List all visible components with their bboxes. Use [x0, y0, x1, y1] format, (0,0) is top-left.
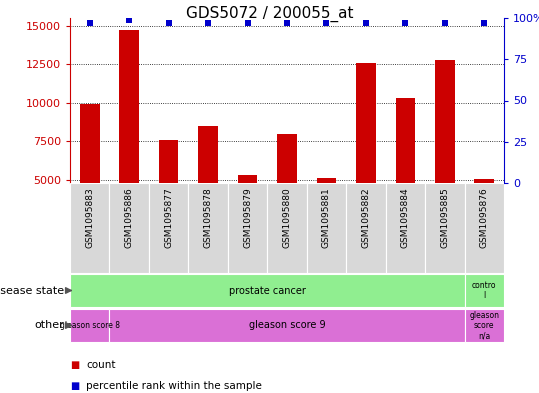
FancyBboxPatch shape [228, 183, 267, 273]
Text: GSM1095880: GSM1095880 [282, 187, 292, 248]
Text: gleason score 9: gleason score 9 [248, 321, 326, 331]
FancyBboxPatch shape [465, 183, 504, 273]
Text: ■: ■ [70, 381, 79, 391]
FancyBboxPatch shape [267, 183, 307, 273]
Text: count: count [86, 360, 116, 369]
Text: ■: ■ [70, 360, 79, 369]
FancyBboxPatch shape [109, 183, 149, 273]
Bar [435, 60, 455, 257]
Bar [396, 98, 415, 257]
FancyBboxPatch shape [109, 309, 465, 342]
FancyBboxPatch shape [188, 183, 228, 273]
Text: other: other [35, 321, 65, 331]
Text: disease state: disease state [0, 285, 65, 296]
FancyBboxPatch shape [346, 183, 385, 273]
FancyBboxPatch shape [385, 183, 425, 273]
Point [322, 20, 331, 26]
FancyBboxPatch shape [149, 183, 188, 273]
Bar [198, 126, 218, 257]
Point [401, 20, 410, 26]
FancyBboxPatch shape [70, 309, 109, 342]
Text: gleason score 8: gleason score 8 [60, 321, 120, 330]
Bar [238, 175, 258, 257]
Text: GSM1095879: GSM1095879 [243, 187, 252, 248]
Text: contro
l: contro l [472, 281, 496, 300]
Text: GSM1095883: GSM1095883 [85, 187, 94, 248]
Point [204, 20, 212, 26]
Bar [356, 63, 376, 257]
Text: GSM1095886: GSM1095886 [125, 187, 134, 248]
Text: percentile rank within the sample: percentile rank within the sample [86, 381, 262, 391]
Text: prostate cancer: prostate cancer [229, 285, 306, 296]
Text: GSM1095878: GSM1095878 [204, 187, 212, 248]
Point [164, 20, 173, 26]
Point [480, 20, 488, 26]
Point [440, 20, 449, 26]
FancyBboxPatch shape [70, 183, 109, 273]
FancyBboxPatch shape [465, 274, 504, 307]
Bar [80, 105, 100, 257]
Text: GSM1095881: GSM1095881 [322, 187, 331, 248]
Text: GSM1095884: GSM1095884 [401, 187, 410, 248]
Point [85, 20, 94, 26]
Text: gleason
score
n/a: gleason score n/a [469, 310, 499, 340]
Bar [474, 179, 494, 257]
Point [362, 20, 370, 26]
Text: GSM1095882: GSM1095882 [362, 187, 370, 248]
FancyBboxPatch shape [425, 183, 465, 273]
FancyBboxPatch shape [465, 309, 504, 342]
Text: GDS5072 / 200055_at: GDS5072 / 200055_at [186, 6, 353, 22]
Bar [159, 140, 178, 257]
Bar [277, 134, 297, 257]
Bar [119, 30, 139, 257]
Point [125, 17, 134, 23]
Text: GSM1095877: GSM1095877 [164, 187, 173, 248]
Text: GSM1095885: GSM1095885 [440, 187, 450, 248]
Point [282, 20, 291, 26]
Text: GSM1095876: GSM1095876 [480, 187, 489, 248]
Point [243, 20, 252, 26]
FancyBboxPatch shape [307, 183, 346, 273]
FancyBboxPatch shape [70, 274, 465, 307]
Bar [316, 178, 336, 257]
